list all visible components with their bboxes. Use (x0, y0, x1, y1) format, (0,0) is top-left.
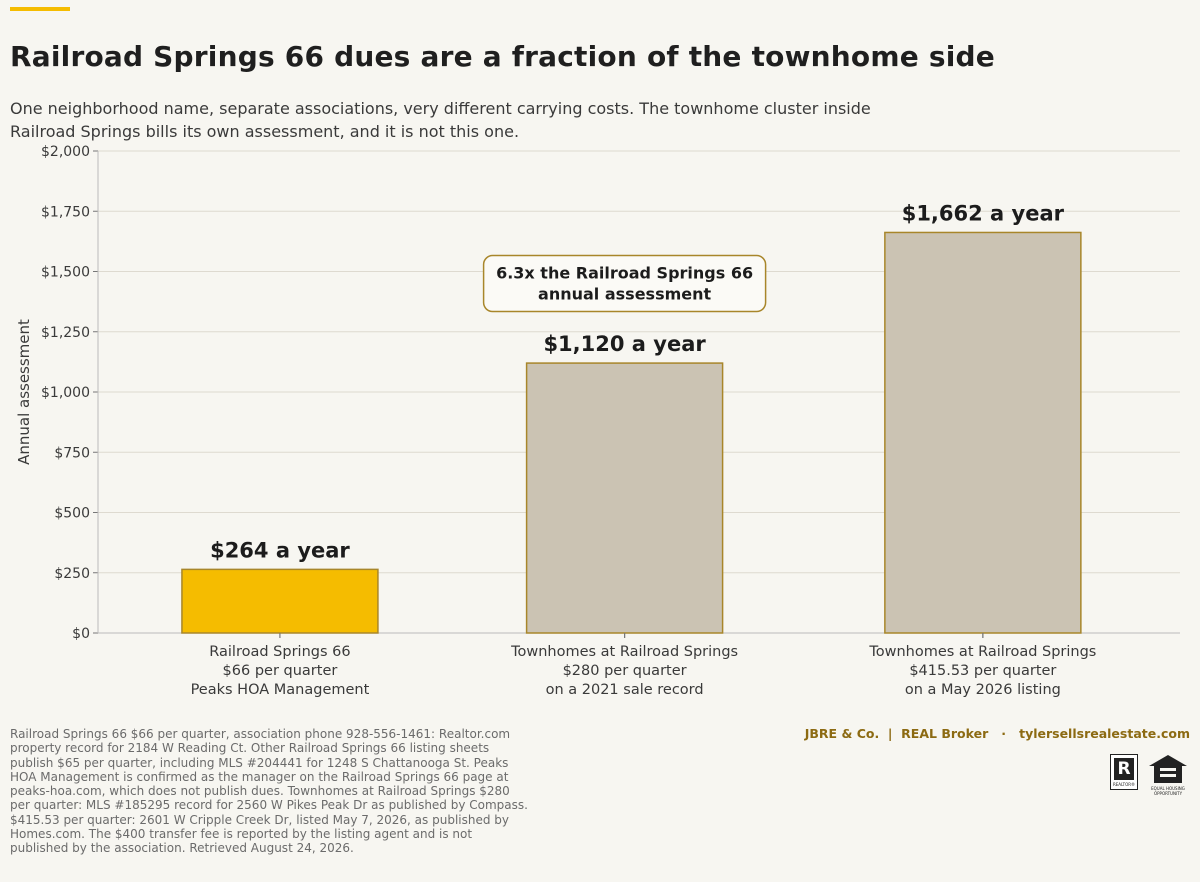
y-tick-label: $1,500 (41, 265, 90, 281)
x-tick-label: on a 2021 sale record (546, 682, 704, 698)
x-tick-label: Townhomes at Railroad Springs (510, 644, 738, 660)
page-subtitle: One neighborhood name, separate associat… (10, 99, 871, 141)
y-tick-label: $0 (72, 626, 90, 642)
y-axis-label: Annual assessment (15, 319, 33, 465)
accent-bar (10, 7, 70, 11)
x-tick-label: $280 per quarter (563, 663, 687, 679)
source-note: Railroad Springs 66 $66 per quarter, ass… (10, 727, 528, 856)
annotation-text: annual assessment (538, 285, 711, 304)
bar (525, 362, 724, 634)
x-tick-label: $66 per quarter (223, 663, 338, 679)
bar (884, 231, 1082, 634)
brand-line: JBRE & Co. | REAL Broker · tylersellsrea… (804, 726, 1190, 741)
annotation-text: 6.3x the Railroad Springs 66 (496, 264, 753, 283)
y-tick-label: $1,250 (41, 325, 90, 341)
x-tick-label: $415.53 per quarter (909, 663, 1056, 679)
x-tick-label: Peaks HOA Management (191, 682, 370, 698)
annotation-box (482, 254, 767, 313)
y-tick-label: $500 (54, 506, 90, 522)
bar (181, 568, 379, 634)
y-tick-label: $750 (54, 445, 90, 461)
y-tick-label: $1,750 (41, 204, 90, 220)
page-title: Railroad Springs 66 dues are a fraction … (10, 40, 995, 73)
x-tick-label: Railroad Springs 66 (209, 644, 350, 660)
x-tick-label: on a May 2026 listing (905, 682, 1061, 698)
logo-group: R REALTOR® EQUAL HOUSING OPPORTUNITY (1110, 754, 1190, 796)
y-tick-label: $2,000 (41, 144, 90, 160)
bar-chart: $0 $250 $500 $750 $1,000 $1,250 $1,500 $1,750 $2… (15, 144, 1180, 698)
data-label: $1,120 a year (543, 332, 706, 356)
realtor-caption: REALTOR® (1112, 782, 1136, 787)
eho-caption: EQUAL HOUSING OPPORTUNITY (1151, 786, 1185, 796)
y-tick-label: $1,000 (41, 385, 90, 401)
data-label: $1,662 a year (902, 201, 1065, 225)
realtor-logo-icon: R REALTOR® (1110, 754, 1138, 790)
data-label: $264 a year (210, 538, 350, 562)
equal-housing-icon: EQUAL HOUSING OPPORTUNITY (1146, 754, 1190, 796)
x-tick-label: Townhomes at Railroad Springs (868, 644, 1096, 660)
y-tick-label: $250 (54, 566, 90, 582)
